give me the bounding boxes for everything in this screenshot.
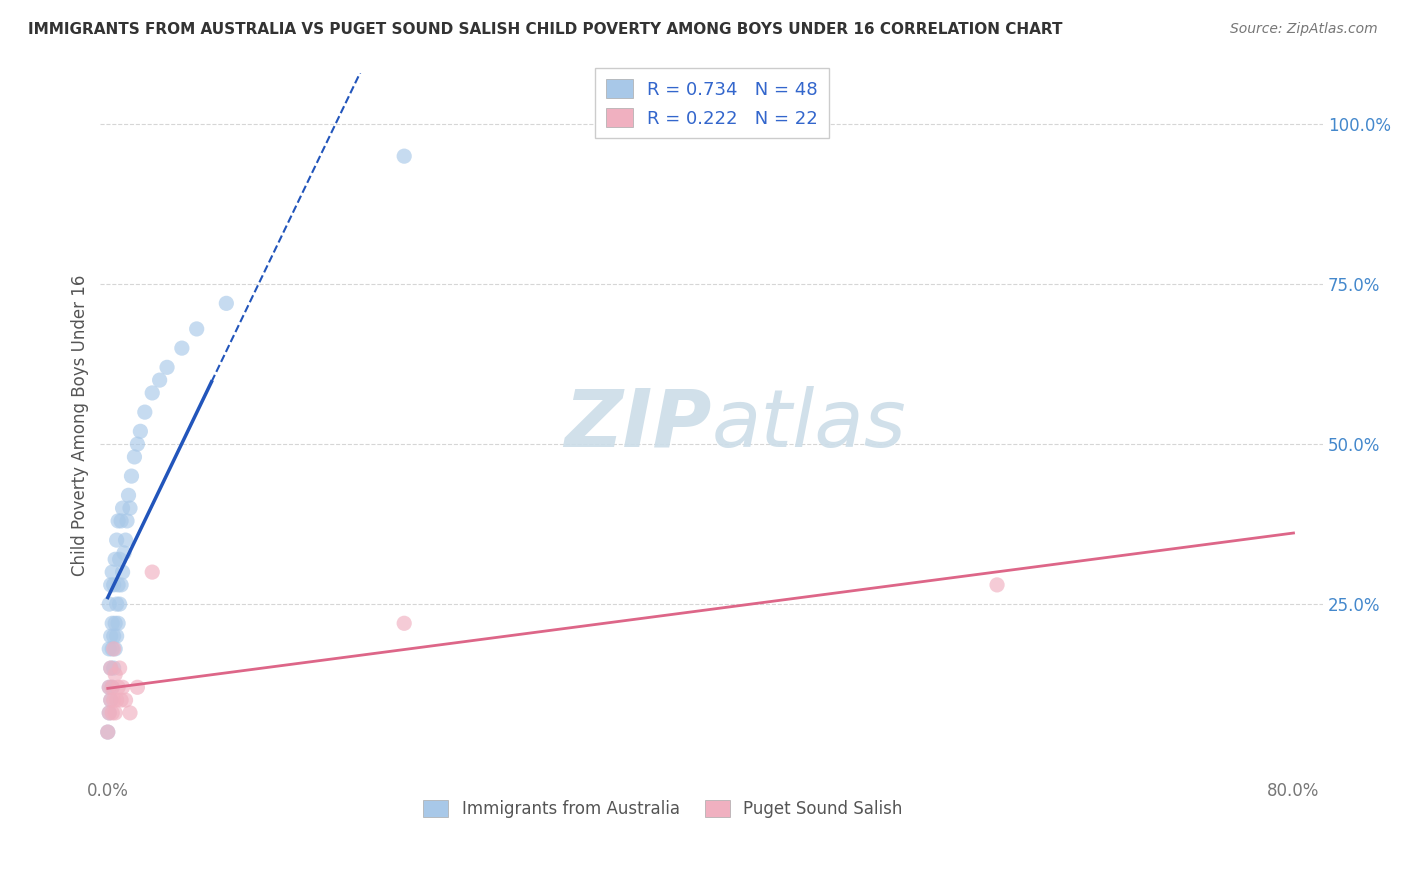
Point [215, 296, 238, 310]
Point [170, 341, 193, 355]
Point [141, 565, 163, 579]
Point [101, 641, 124, 656]
Point [105, 693, 128, 707]
Point [127, 437, 149, 451]
Point [98, 680, 121, 694]
Point [111, 501, 134, 516]
Point [112, 546, 135, 560]
Point [101, 706, 124, 720]
Point [149, 373, 172, 387]
Point [103, 578, 125, 592]
Point [105, 533, 128, 547]
Point [117, 488, 139, 502]
Point [100, 629, 122, 643]
Point [97, 725, 120, 739]
Point [114, 533, 136, 547]
Point [100, 693, 122, 707]
Point [101, 565, 124, 579]
Text: atlas: atlas [711, 386, 907, 464]
Point [141, 386, 163, 401]
Point [127, 680, 149, 694]
Point [986, 578, 1008, 592]
Point [100, 693, 122, 707]
Point [110, 514, 132, 528]
Point [97, 725, 120, 739]
Text: ZIP: ZIP [564, 386, 711, 464]
Point [104, 667, 127, 681]
Point [108, 552, 131, 566]
Point [98, 680, 121, 694]
Text: IMMIGRANTS FROM AUSTRALIA VS PUGET SOUND SALISH CHILD POVERTY AMONG BOYS UNDER 1: IMMIGRANTS FROM AUSTRALIA VS PUGET SOUND… [28, 22, 1063, 37]
Point [107, 680, 129, 694]
Point [100, 578, 122, 592]
Point [107, 514, 129, 528]
Point [107, 616, 129, 631]
Point [111, 680, 134, 694]
Point [110, 578, 132, 592]
Point [186, 322, 208, 336]
Point [156, 360, 179, 375]
Point [100, 661, 122, 675]
Point [105, 629, 128, 643]
Legend: Immigrants from Australia, Puget Sound Salish: Immigrants from Australia, Puget Sound S… [416, 793, 910, 825]
Point [134, 405, 156, 419]
Point [111, 565, 134, 579]
Point [101, 680, 124, 694]
Point [121, 469, 143, 483]
Point [98, 597, 121, 611]
Point [105, 597, 128, 611]
Point [104, 552, 127, 566]
Point [100, 661, 122, 675]
Point [98, 706, 121, 720]
Point [101, 616, 124, 631]
Point [108, 597, 131, 611]
Point [98, 706, 121, 720]
Point [129, 425, 152, 439]
Point [392, 616, 415, 631]
Point [108, 661, 131, 675]
Point [103, 693, 125, 707]
Point [392, 149, 415, 163]
Point [98, 641, 121, 656]
Point [118, 501, 141, 516]
Y-axis label: Child Poverty Among Boys Under 16: Child Poverty Among Boys Under 16 [72, 274, 89, 575]
Point [104, 616, 127, 631]
Point [118, 706, 141, 720]
Point [110, 693, 132, 707]
Point [104, 641, 127, 656]
Text: Source: ZipAtlas.com: Source: ZipAtlas.com [1230, 22, 1378, 37]
Point [115, 514, 138, 528]
Point [107, 578, 129, 592]
Point [103, 661, 125, 675]
Point [101, 680, 124, 694]
Point [124, 450, 146, 464]
Point [103, 629, 125, 643]
Point [103, 641, 125, 656]
Point [114, 693, 136, 707]
Point [104, 706, 127, 720]
